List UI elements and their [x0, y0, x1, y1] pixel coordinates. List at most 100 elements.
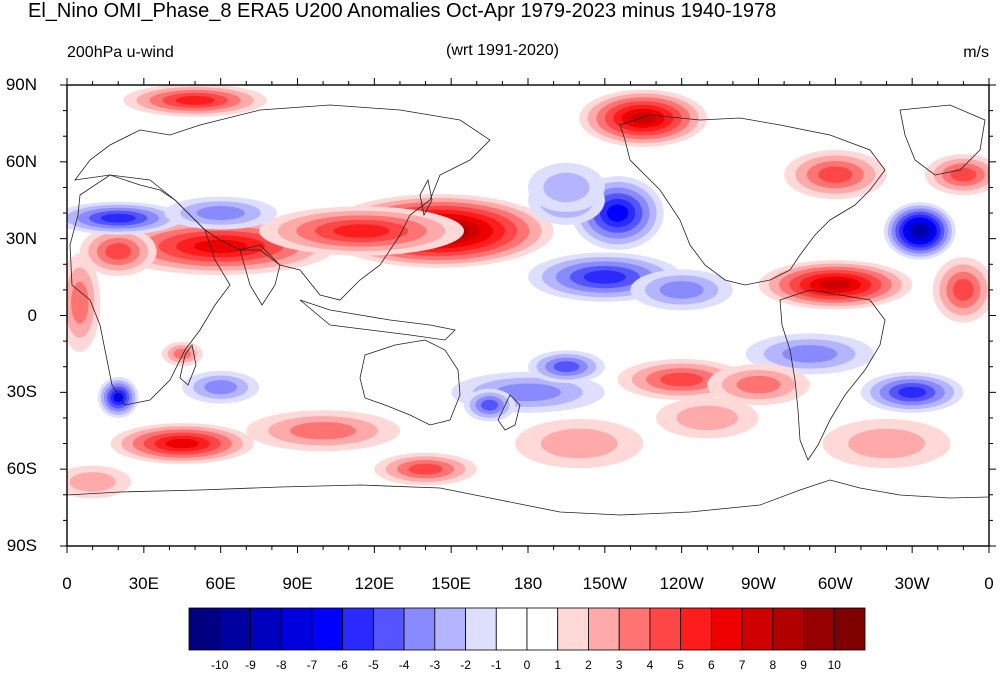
anomaly-contour [848, 428, 925, 459]
anomaly-contour [950, 167, 977, 182]
colorbar-box [772, 607, 804, 651]
anomaly-contour [173, 348, 192, 360]
colorbar-box [741, 607, 774, 651]
south-america-coast [779, 289, 886, 461]
axis-ticks [60, 78, 996, 553]
anomaly-contour [553, 361, 580, 373]
lon-tick-label: 0 [62, 574, 72, 593]
anomaly-contour [481, 399, 499, 411]
colorbar-label: -5 [368, 658, 379, 672]
anomaly-contour [540, 428, 618, 459]
colorbar-label: -3 [429, 658, 441, 672]
lon-tick-label: 150W [582, 574, 628, 593]
anomaly-contour [782, 345, 838, 363]
colorbar-box [465, 607, 497, 651]
colorbar-box [188, 607, 221, 651]
lat-tick-label: 30S [6, 382, 37, 402]
anomaly-contour [105, 243, 132, 260]
anomaly-contour [71, 281, 89, 324]
anomaly-contour [194, 239, 248, 253]
colorbar-label: -8 [275, 658, 287, 672]
colorbar-label: 5 [677, 658, 684, 672]
colorbar-label: -2 [460, 658, 471, 672]
colorbar-label: 3 [615, 658, 623, 672]
anomaly-contour [914, 226, 926, 236]
anomaly-contour [175, 95, 215, 105]
lat-tick-label: 90S [6, 536, 37, 555]
anomaly-contour [898, 386, 927, 398]
colorbar-label: -6 [337, 658, 348, 672]
anomaly-contour [100, 213, 136, 223]
colorbar-box [342, 607, 374, 651]
lon-tick-label: 30E [128, 574, 159, 593]
colorbar-label: 10 [827, 658, 841, 672]
colorbar-label: 0 [523, 658, 531, 672]
anomaly-contour [196, 206, 245, 221]
anomaly-contour [69, 472, 116, 492]
lon-tick-label: 90W [741, 574, 776, 593]
north-america-coast [619, 114, 886, 286]
greenland-coast [899, 104, 986, 176]
colorbar-label: 1 [554, 658, 562, 672]
center-subtitle: (wrt 1991-2020) [446, 42, 559, 59]
anomaly-contour [660, 372, 704, 387]
anomaly-contour [607, 204, 629, 222]
lat-tick-label: 60N [5, 151, 37, 171]
anomaly-contour [165, 438, 199, 449]
australia-coast [359, 339, 461, 426]
colorbar-box [280, 607, 313, 651]
colorbar-box [618, 607, 651, 651]
lon-tick-label: 120E [354, 574, 395, 593]
colorbar-box [403, 607, 436, 651]
madagascar-coast [179, 344, 197, 386]
units-label: m/s [963, 44, 989, 61]
lon-tick-label: 120W [659, 574, 704, 593]
colorbar-box [649, 607, 682, 651]
lon-tick-label: 60E [205, 574, 236, 593]
colorbar-label: -7 [306, 658, 318, 672]
anomaly-contour [676, 405, 739, 431]
colorbar-label: -9 [245, 658, 256, 672]
anomaly-contour [819, 279, 851, 290]
lon-tick-label: 0 [984, 574, 994, 593]
india-coast [239, 249, 281, 306]
lat-tick-label: 0 [27, 305, 37, 325]
anomaly-contour [630, 112, 657, 125]
colorbar-box [372, 607, 405, 651]
colorbar-box [680, 607, 712, 651]
lon-tick-label: 30W [894, 574, 930, 593]
anomaly-contour [333, 224, 390, 238]
coastlines [67, 104, 989, 516]
anomaly-contour [659, 281, 704, 299]
anomaly-contour [290, 421, 357, 440]
anomaly-contour [953, 278, 974, 301]
anomaly-contour [736, 375, 781, 394]
colorbar-box [311, 607, 344, 651]
colorbar-box [710, 607, 743, 651]
colorbar-label: -1 [490, 658, 502, 672]
anomaly-contour [204, 380, 238, 395]
anomaly-contour [818, 166, 853, 183]
antarctica-coast [67, 479, 989, 516]
lon-tick-label: 90E [282, 574, 313, 593]
colorbar-box [434, 607, 466, 651]
colorbar-box [557, 607, 589, 651]
japan-coast [419, 178, 433, 217]
indonesia-coast [299, 299, 456, 341]
anomaly-contour [543, 172, 590, 203]
anomaly-field [67, 85, 989, 499]
chart-title: El_Nino OMI_Phase_8 ERA5 U200 Anomalies … [28, 0, 777, 22]
colorbar-box [588, 607, 620, 651]
lon-tick-label: 180 [513, 574, 543, 593]
lat-tick-label: 60S [6, 459, 37, 479]
colorbar-label: 8 [769, 658, 777, 672]
colorbar-box [526, 607, 559, 651]
colorbar-box [219, 607, 251, 651]
colorbar-label: 2 [585, 658, 592, 672]
colorbar-label: -10 [211, 658, 229, 672]
anomaly-contour [408, 463, 443, 475]
lon-tick-label: 60W [817, 574, 853, 593]
colorbar-label: -4 [398, 658, 410, 672]
new-zealand-coast [497, 394, 521, 431]
